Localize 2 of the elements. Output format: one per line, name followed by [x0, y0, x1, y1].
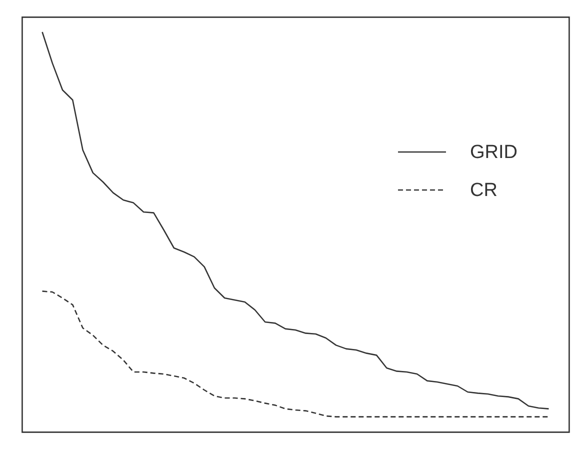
- legend-label: GRID: [470, 142, 518, 163]
- legend-label: CR: [470, 180, 498, 201]
